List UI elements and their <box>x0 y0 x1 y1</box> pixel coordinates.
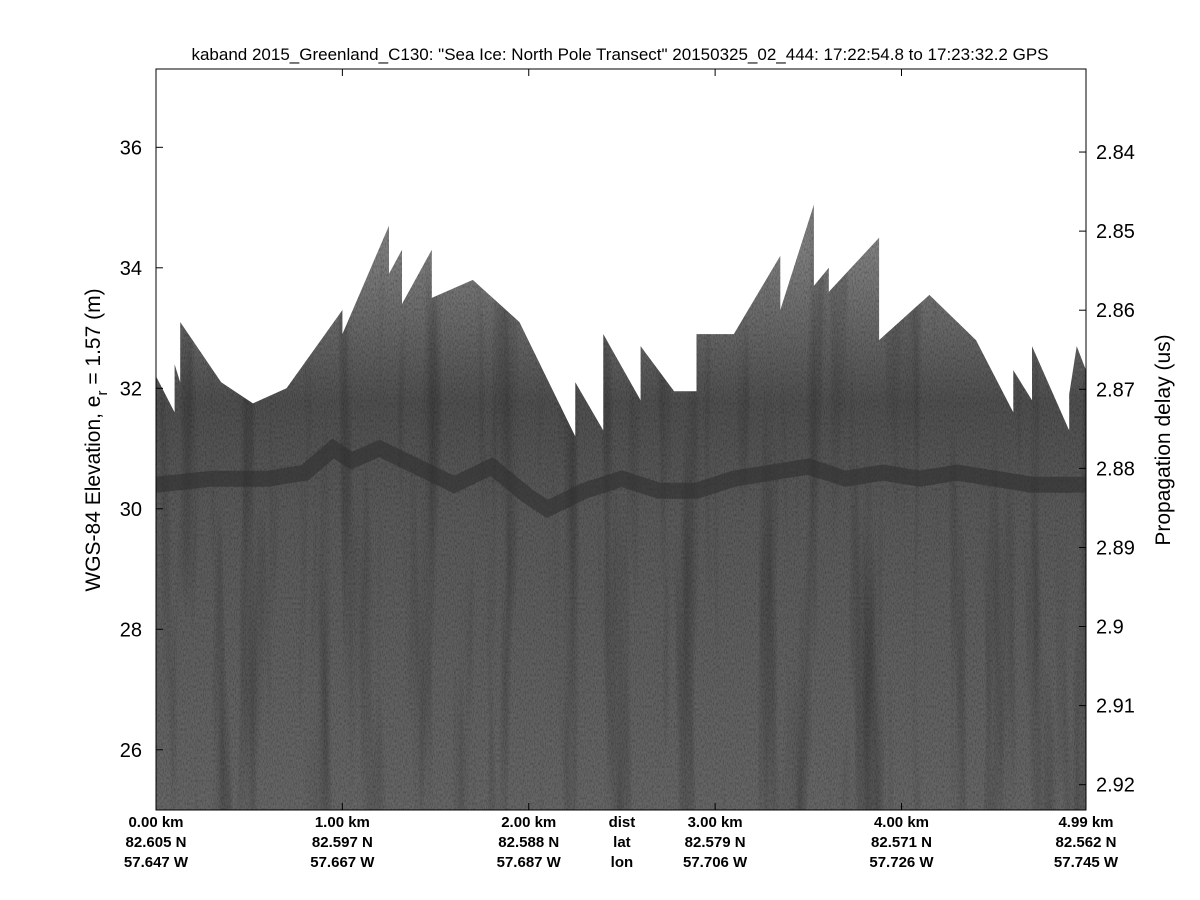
row-label-lat: lat <box>613 834 631 851</box>
left-axis-ticks: 26 28 30 32 34 36 <box>120 137 163 762</box>
right-tick-label: 2.91 <box>1096 696 1135 718</box>
ice-surface-band <box>156 438 1086 518</box>
radar-speckle-texture <box>156 204 1086 810</box>
x-tick-dist-label: 2.00 km <box>501 814 556 831</box>
x-tick-lon-label: 57.667 W <box>310 854 375 871</box>
left-tick-label: 26 <box>120 740 142 762</box>
row-label-dist: dist <box>609 814 636 831</box>
left-tick-label: 36 <box>120 137 142 159</box>
plot-frame <box>155 68 1087 811</box>
x-tick-lon-label: 57.745 W <box>1054 854 1119 871</box>
left-tick-label: 34 <box>120 258 142 280</box>
left-tick-label: 30 <box>120 499 142 521</box>
right-tick-label: 2.85 <box>1096 221 1135 243</box>
x-tick-lon-label: 57.647 W <box>124 854 189 871</box>
x-tick-dist-label: 1.00 km <box>315 814 370 831</box>
row-label-lon: lon <box>611 854 634 871</box>
right-axis-label: Propagation delay (us) <box>1152 334 1175 545</box>
chart-title: kaband 2015_Greenland_C130: "Sea Ice: No… <box>191 45 1048 64</box>
x-tick-lon-label: 57.687 W <box>497 854 562 871</box>
right-tick-label: 2.92 <box>1096 775 1135 797</box>
right-tick-label: 2.88 <box>1096 458 1135 480</box>
x-tick-dist-label: 4.99 km <box>1058 814 1113 831</box>
row-labels: dist lat lon <box>609 814 636 871</box>
right-tick-label: 2.89 <box>1096 537 1135 559</box>
right-tick-label: 2.87 <box>1096 379 1135 401</box>
x-tick-lat-label: 82.597 N <box>312 834 373 851</box>
x-axis-ticks: 0.00 km 82.605 N 57.647 W 1.00 km 82.597 N 57… <box>124 69 1119 871</box>
x-tick-dist-label: 0.00 km <box>128 814 183 831</box>
x-tick-dist-label: 3.00 km <box>688 814 743 831</box>
left-tick-label: 28 <box>120 619 142 641</box>
left-tick-label: 32 <box>120 378 142 400</box>
x-tick-lat-label: 82.562 N <box>1056 834 1117 851</box>
right-tick-label: 2.9 <box>1096 617 1124 639</box>
x-tick-lon-label: 57.706 W <box>683 854 748 871</box>
right-tick-label: 2.86 <box>1096 300 1135 322</box>
plot-area: 26 28 30 32 34 36 2.84 2.85 2.86 2.87 2.88 2.89 2.9… <box>120 68 1135 871</box>
right-axis-ticks: 2.84 2.85 2.86 2.87 2.88 2.89 2.9 2.91 2.92 <box>1079 142 1135 797</box>
x-tick-lat-label: 82.579 N <box>685 834 746 851</box>
x-tick-lat-label: 82.571 N <box>871 834 932 851</box>
x-tick-dist-label: 4.00 km <box>874 814 929 831</box>
left-axis-label: WGS-84 Elevation, er = 1.57 (m) <box>82 288 111 591</box>
right-tick-label: 2.84 <box>1096 142 1135 164</box>
x-tick-lat-label: 82.605 N <box>126 834 187 851</box>
x-tick-lon-label: 57.726 W <box>869 854 934 871</box>
x-tick-lat-label: 82.588 N <box>498 834 559 851</box>
